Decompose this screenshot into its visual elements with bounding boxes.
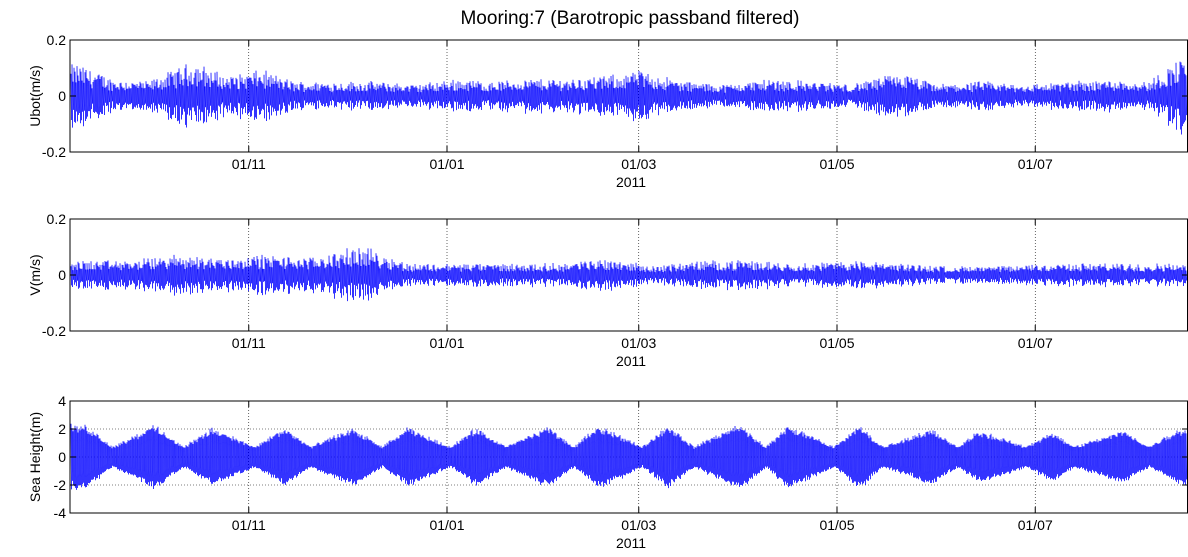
y-tick-label: 4 [58, 393, 66, 409]
panel-ubot: 01/11 01/01 01/03 01/05 01/07 -0.2 0 0.2 2011 Ubo… [27, 32, 1188, 190]
y-tick-label: -0.2 [42, 323, 66, 339]
x-axis-label: 2011 [616, 174, 646, 190]
x-tick-label: 01/11 [232, 517, 266, 533]
x-tick-label: 01/03 [621, 517, 656, 533]
y-axis-label: V(m/s) [27, 254, 43, 295]
y-axis-label: Sea Height(m) [27, 412, 43, 502]
y-tick-label: 0.2 [47, 211, 67, 227]
panel-v: 01/11 01/01 01/03 01/05 01/07 -0.2 0 0.2 2011 V(m… [27, 211, 1188, 369]
x-tick-label: 01/05 [819, 517, 854, 533]
x-tick-label: 01/03 [621, 156, 656, 172]
x-tick-label: 01/07 [1018, 517, 1053, 533]
panel-sea-height: 01/11 01/01 01/03 01/05 01/07 -4 -2 0 2 4 2011 Sea … [27, 393, 1188, 551]
x-tick-label: 01/11 [232, 335, 266, 351]
x-tick-label: 01/11 [232, 156, 266, 172]
y-tick-label: 0.2 [47, 32, 67, 48]
x-tick-label: 01/01 [429, 517, 464, 533]
x-tick-label: 01/07 [1018, 335, 1053, 351]
y-tick-label: 0 [58, 267, 66, 283]
x-tick-label: 01/07 [1018, 156, 1053, 172]
y-tick-label: 0 [58, 449, 66, 465]
x-tick-label: 01/05 [819, 335, 854, 351]
y-tick-label: 2 [58, 421, 66, 437]
x-tick-label: 01/01 [429, 156, 464, 172]
y-axis-label: Ubot(m/s) [27, 65, 43, 126]
figure-title: Mooring:7 (Barotropic passband filtered) [460, 8, 799, 29]
x-axis-label: 2011 [616, 535, 646, 551]
y-tick-label: -4 [54, 505, 67, 521]
y-tick-label: -0.2 [42, 144, 66, 160]
series-line-ubot [70, 61, 1187, 135]
y-tick-label: 0 [58, 88, 66, 104]
x-tick-label: 01/05 [819, 156, 854, 172]
x-axis-label: 2011 [616, 353, 646, 369]
y-tick-label: -2 [54, 477, 67, 493]
x-tick-label: 01/03 [621, 335, 656, 351]
x-tick-label: 01/01 [429, 335, 464, 351]
series-line-v [70, 248, 1187, 302]
